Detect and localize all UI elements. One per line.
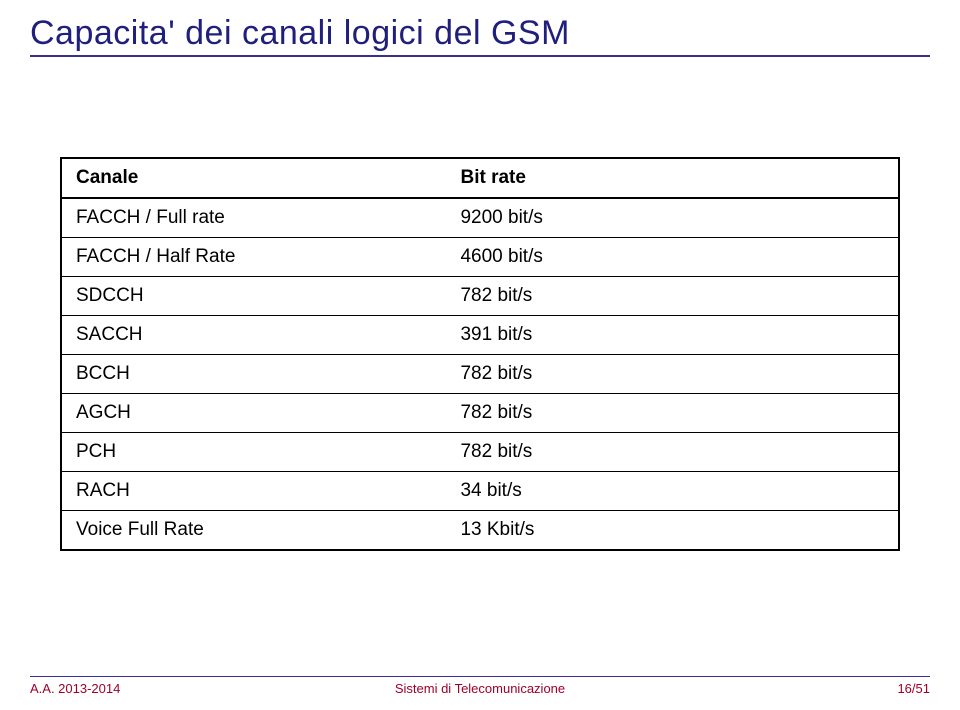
table-container: Canale Bit rate FACCH / Full rate 9200 b… [60,157,900,551]
table-row: AGCH 782 bit/s [61,394,899,433]
cell-canale: PCH [61,433,446,472]
cell-bitrate: 9200 bit/s [446,198,899,238]
table-row: SACCH 391 bit/s [61,316,899,355]
cell-canale: SACCH [61,316,446,355]
cell-canale: RACH [61,472,446,511]
table-row: FACCH / Half Rate 4600 bit/s [61,238,899,277]
cell-bitrate: 391 bit/s [446,316,899,355]
cell-canale: FACCH / Half Rate [61,238,446,277]
cell-canale: BCCH [61,355,446,394]
cell-bitrate: 13 Kbit/s [446,511,899,551]
gsm-channel-table: Canale Bit rate FACCH / Full rate 9200 b… [60,157,900,551]
footer-left: A.A. 2013-2014 [30,681,120,696]
footer-right: 16/51 [897,681,930,696]
footer-center: Sistemi di Telecomunicazione [30,681,930,696]
table-header-row: Canale Bit rate [61,158,899,198]
cell-canale: Voice Full Rate [61,511,446,551]
table-row: SDCCH 782 bit/s [61,277,899,316]
page-title: Capacita' dei canali logici del GSM [30,14,930,53]
table-row: RACH 34 bit/s [61,472,899,511]
table-row: Voice Full Rate 13 Kbit/s [61,511,899,551]
cell-canale: AGCH [61,394,446,433]
cell-bitrate: 782 bit/s [446,433,899,472]
cell-canale: FACCH / Full rate [61,198,446,238]
cell-bitrate: 4600 bit/s [446,238,899,277]
cell-bitrate: 34 bit/s [446,472,899,511]
cell-bitrate: 782 bit/s [446,277,899,316]
header-canale: Canale [61,158,446,198]
header-bitrate: Bit rate [446,158,899,198]
slide: Capacita' dei canali logici del GSM Cana… [0,0,960,710]
cell-canale: SDCCH [61,277,446,316]
table-row: FACCH / Full rate 9200 bit/s [61,198,899,238]
cell-bitrate: 782 bit/s [446,394,899,433]
slide-footer: A.A. 2013-2014 Sistemi di Telecomunicazi… [30,676,930,696]
cell-bitrate: 782 bit/s [446,355,899,394]
table-row: BCCH 782 bit/s [61,355,899,394]
table-row: PCH 782 bit/s [61,433,899,472]
title-rule: Capacita' dei canali logici del GSM [30,14,930,57]
